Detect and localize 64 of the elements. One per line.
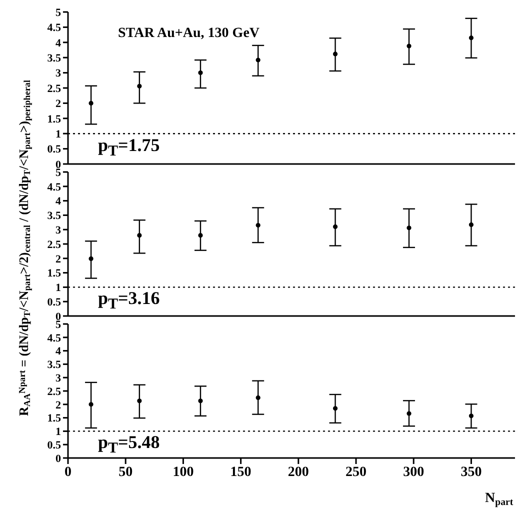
y-tick-label: 3.5 [47, 359, 62, 372]
x-axis-title: N$_{part}$ [485, 491, 514, 508]
y-tick-label: 4 [56, 37, 62, 50]
y-tick-label: 0.5 [47, 144, 62, 156]
y-tick-label: 5 [56, 318, 62, 331]
point [332, 224, 338, 230]
point [406, 411, 412, 416]
x-tick-label: 350 [460, 464, 482, 480]
point [198, 70, 203, 76]
y-tick-label: 4 [56, 346, 62, 358]
point [137, 398, 142, 404]
y-tick-label: 1 [56, 282, 61, 294]
y-tick-label: 4.5 [47, 181, 62, 194]
y-tick-label: 3 [56, 68, 62, 80]
point [256, 58, 260, 62]
y-tick-label: 3 [56, 224, 62, 237]
y-tick-label: 2.5 [47, 238, 62, 251]
y-tick-label: 0 [56, 452, 62, 465]
point [88, 100, 94, 106]
x-tick-label: 300 [403, 464, 424, 480]
point [256, 395, 260, 400]
y-tick-label: 2 [56, 253, 62, 266]
y-tick-label: 0.5 [47, 296, 62, 309]
point [137, 84, 142, 88]
x-tick-label: 50 [118, 464, 133, 480]
annotation: p$_{T}$=5.48 [98, 432, 160, 458]
y-tick-label: 1.5 [47, 412, 62, 425]
point [137, 233, 142, 238]
point [256, 222, 260, 228]
y-tick-label: 1 [56, 426, 61, 438]
point [468, 36, 474, 40]
y-tick-label: 4 [56, 196, 62, 208]
point [468, 414, 474, 418]
point [332, 52, 338, 56]
point [332, 406, 338, 411]
x-tick-label: 150 [230, 464, 252, 480]
annotation: STAR Au+Au, 130 GeV [118, 26, 260, 42]
y-tick-label: 4.5 [47, 22, 62, 34]
point [198, 398, 203, 404]
y-tick-label: 2.5 [47, 386, 62, 398]
point [198, 233, 203, 238]
y-tick-label: 5 [56, 166, 62, 179]
point [88, 402, 94, 407]
y-tick-label: 1.5 [47, 113, 62, 126]
y-tick-label: 4.5 [47, 332, 62, 344]
x-tick-label: 200 [288, 464, 309, 480]
y-tick-label: 3.5 [47, 52, 62, 65]
annotation: p$_{T}$=3.16 [98, 288, 160, 315]
annotation: p$_{T}$=1.75 [98, 134, 160, 162]
y-tick-label: 0.5 [47, 440, 62, 452]
point [88, 256, 94, 261]
y-tick-label: 5 [56, 6, 62, 19]
x-tick-label: 250 [346, 464, 367, 480]
point [406, 44, 412, 48]
y-tick-label: 2.5 [47, 82, 62, 95]
y-tick-label: 1 [56, 128, 61, 141]
y-tick-label: 2 [56, 98, 62, 110]
point [468, 222, 474, 228]
y-tick-label: 1.5 [47, 268, 62, 280]
x-tick-label: 100 [172, 464, 194, 480]
y-tick-label: 2 [56, 399, 62, 412]
y-tick-label: 3 [56, 372, 62, 385]
point [406, 226, 412, 230]
y-tick-label: 3.5 [47, 210, 62, 222]
